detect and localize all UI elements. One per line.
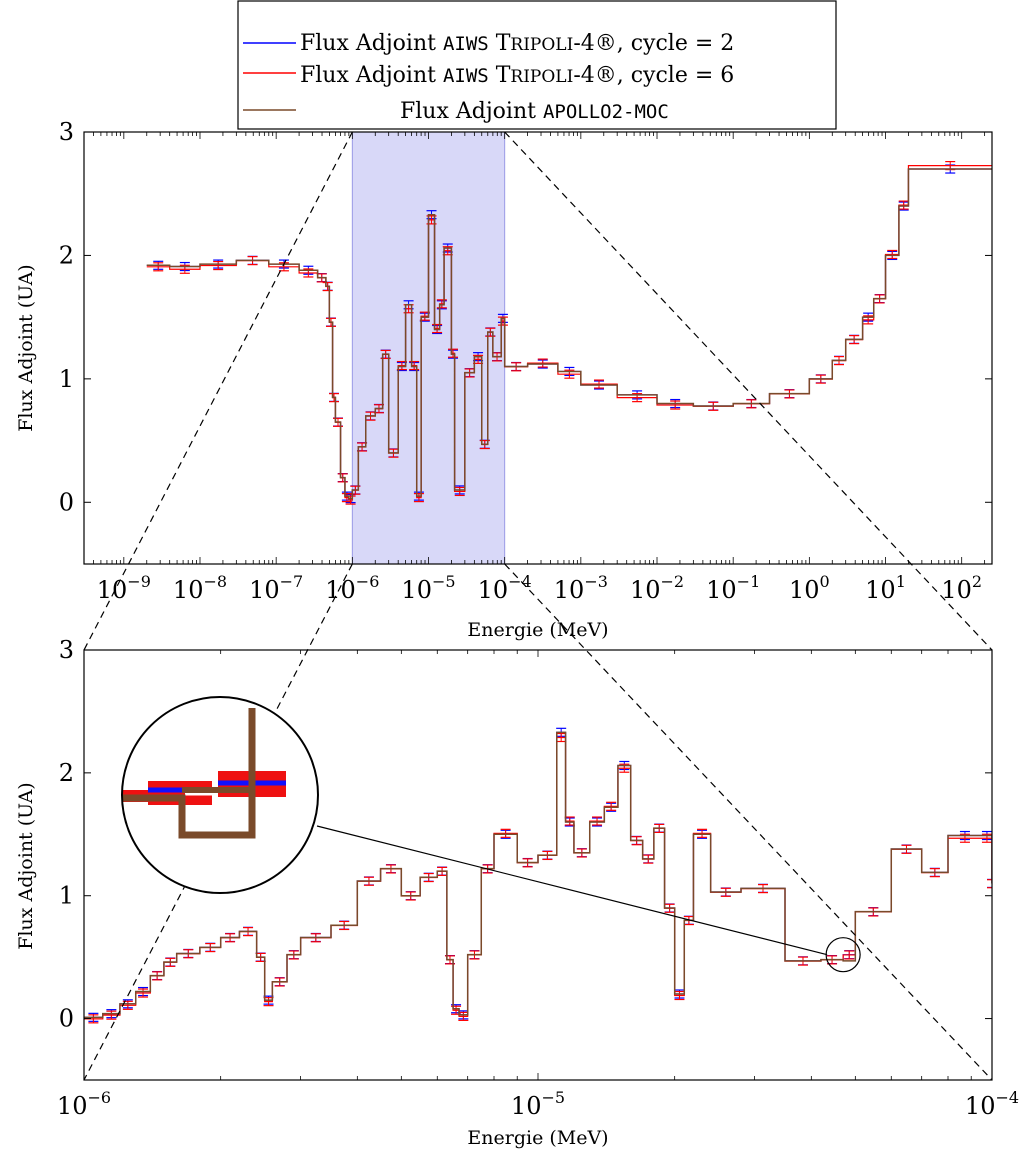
overview-x-tick-label: 10−6 [325,572,379,604]
overview-x-tick-label: 10−8 [173,572,227,604]
overview-errorbar [153,262,164,272]
overview-x-tick-label: 10−4 [478,572,532,604]
overview-errorbar [448,348,459,358]
overview-errorbar [537,358,548,368]
overview-series-1 [146,164,992,504]
overview-x-tick-label: 102 [941,572,982,604]
overview-errorbar [436,299,447,309]
zoom-errorbar [674,990,685,1001]
overview-x-tick-label: 10−7 [249,572,303,604]
overview-y-tick-label: 1 [59,365,74,393]
zoom-errorbar [106,1010,117,1020]
zoom-errorbar [138,988,149,998]
zoom-errorbar [844,950,855,960]
overview-line-1 [146,168,992,500]
overview-series-2 [146,160,992,505]
zoom-errorbar [606,801,617,811]
legend-label-cycle-6: Flux Adjoint AIWS TRIPOLI-4®, cycle = 6 [300,63,734,88]
legend-entry-apollo2: Flux Adjoint APOLLO2-MOC [243,99,669,124]
overview-errorbar [670,400,681,410]
magnifier-circle-border [121,696,319,894]
overview-plot-frame [83,131,993,565]
legend-label-cycle-2: Flux Adjoint AIWS TRIPOLI-4®, cycle = 2 [300,31,734,56]
overview-line-2 [146,164,992,501]
magnifier-link-line [316,825,828,956]
legend-box [237,0,837,130]
overview-x-tick-label: 10−2 [630,572,684,604]
zoom-y-tick-label: 0 [59,1005,74,1033]
magnifier-inset [121,696,861,973]
legend-entry-cycle-6: Flux Adjoint AIWS TRIPOLI-4®, cycle = 6 [243,63,734,88]
zoom-errorbar [564,816,575,826]
zoom-errorbar [987,879,992,889]
overview-errorbar [594,379,605,389]
zoom-errorbar [697,828,708,838]
zoom-chart: 0 1 2 3 10−6 10−5 10−4 Energie (MeV) Flux Adjo… [15,636,1019,1149]
zoom-x-axis-label: Energie (MeV) [467,1127,608,1149]
overview-errorbar [454,486,465,497]
zoom-range-highlight [351,131,506,565]
overview-errorbar [413,493,424,503]
overview-y-tick-label: 0 [59,488,74,516]
zoom-errorbar [556,732,567,743]
zoom-line-3 [84,731,992,1019]
zoom-errorbar [458,1011,469,1021]
zoom-errorbar [592,816,603,826]
overview-x-axis-label: Energie (MeV) [467,619,608,641]
overview-line-3 [146,168,992,500]
overview-series-group [146,160,992,505]
magnifier-content [122,708,286,839]
overview-x-tick-label: 10−9 [97,572,151,604]
overview-ticks: 0 1 2 3 10−9 10−8 10−7 10−6 10−5 10−4 10−3 10−2 10−1… [59,118,992,604]
overview-errorbar [898,200,909,210]
zoom-errorbar [88,1014,99,1024]
legend-label-apollo2: Flux Adjoint APOLLO2-MOC [400,99,669,124]
connector-right-lower [504,563,993,1081]
overview-x-tick-label: 10−5 [401,572,455,604]
legend-entry-cycle-2: Flux Adjoint AIWS TRIPOLI-4®, cycle = 2 [243,31,734,56]
legend: Flux Adjoint AIWS TRIPOLI-4®, cycle = 2 … [237,0,837,130]
zoom-x-tick-label: 10−6 [57,1088,111,1120]
overview-errorbar [213,260,224,271]
overview-x-tick-label: 10−3 [554,572,608,604]
overview-errorbar [432,323,443,334]
zoom-y-axis-label: Flux Adjoint (UA) [15,782,37,949]
overview-x-tick-label: 10−1 [706,572,760,604]
zoom-x-tick-label: 10−4 [965,1088,1019,1120]
overview-y-tick-label: 2 [59,241,74,269]
overview-y-axis-label: Flux Adjoint (UA) [15,264,37,431]
zoom-errorbar [500,828,511,838]
overview-x-tick-label: 100 [789,572,830,604]
overview-errorbar [887,249,898,260]
zoom-y-tick-label: 1 [59,882,74,910]
overview-y-tick-label: 3 [59,118,74,146]
zoom-y-tick-label: 3 [59,636,74,664]
connector-right-upper [504,131,993,651]
overview-series-3 [146,168,992,500]
zoom-y-tick-label: 2 [59,759,74,787]
zoom-ticks: 0 1 2 3 10−6 10−5 10−4 [57,636,1019,1120]
overview-errorbar [409,360,420,371]
zoom-x-tick-label: 10−5 [511,1088,565,1120]
connector-left-upper [83,131,353,651]
magnifier-target-circle [825,937,861,973]
overview-x-tick-label: 101 [865,572,906,604]
overview-chart: 0 1 2 3 10−9 10−8 10−7 10−6 10−5 10−4 10−3 10−2 10−1… [15,118,993,641]
zoom-series-group [84,727,992,1024]
zoom-series-3 [84,731,992,1019]
